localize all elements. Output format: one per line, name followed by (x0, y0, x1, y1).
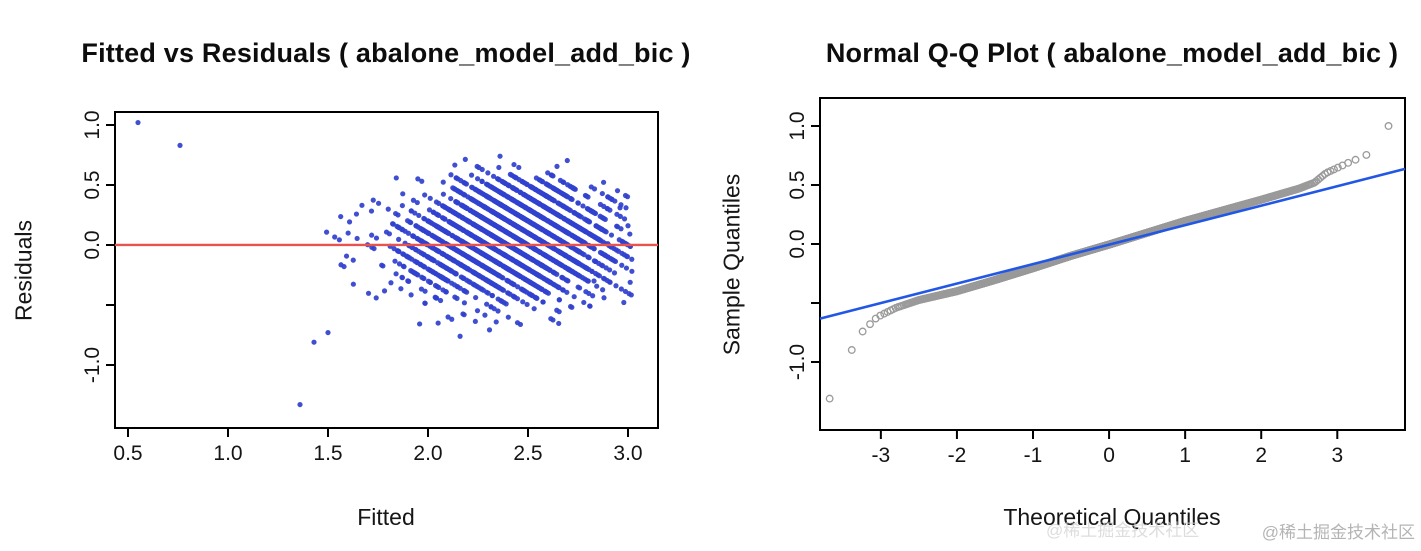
x-tick-label: 2.0 (413, 442, 443, 465)
sample-quantiles-y-axis-label: Sample Quantiles (718, 173, 745, 356)
normal-qq-plot (710, 0, 1421, 551)
residuals-y-axis-label: Residuals (10, 220, 37, 321)
y-tick-label: 0.5 (786, 170, 809, 200)
normal-qq-plot-panel: Normal Q-Q Plot ( abalone_model_add_bic … (710, 0, 1421, 551)
y-tick-label: 1.0 (786, 111, 809, 141)
y-tick-label: 1.0 (81, 110, 104, 140)
x-tick-label: 1.0 (213, 442, 243, 465)
y-tick-label: 0.5 (81, 170, 104, 200)
x-tick-label: 3 (1331, 444, 1344, 467)
x-tick-label: -3 (871, 444, 891, 467)
x-tick-label: 0.5 (113, 442, 143, 465)
x-tick-label: 3.0 (613, 442, 643, 465)
watermark-faint: @稀土掘金技术社区 (1046, 521, 1200, 540)
fitted-x-axis-label: Fitted (357, 504, 415, 530)
fitted-vs-residuals-plot (0, 0, 710, 551)
x-tick-label: -1 (1023, 444, 1043, 467)
x-tick-label: 1 (1179, 444, 1191, 467)
fitted-vs-residuals-title: Fitted vs Residuals ( abalone_model_add_… (81, 38, 691, 68)
y-tick-label: 0.0 (786, 229, 809, 259)
y-tick-label: 0.0 (81, 230, 104, 260)
theoretical-quantiles-x-axis-label: Theoretical Quantiles (1003, 504, 1221, 530)
y-tick-label: -1.0 (786, 343, 809, 381)
y-tick-label: -1.0 (81, 346, 104, 384)
x-tick-label: -2 (947, 444, 967, 467)
x-tick-label: 2 (1255, 444, 1268, 467)
fitted-vs-residuals-panel: Fitted vs Residuals ( abalone_model_add_… (0, 0, 710, 551)
x-tick-label: 2.5 (513, 442, 543, 465)
x-tick-label: 1.5 (313, 442, 343, 465)
qq-plot-title: Normal Q-Q Plot ( abalone_model_add_bic … (825, 38, 1399, 68)
watermark: @稀土掘金技术社区 (1261, 523, 1415, 542)
x-tick-label: 0 (1103, 444, 1115, 467)
